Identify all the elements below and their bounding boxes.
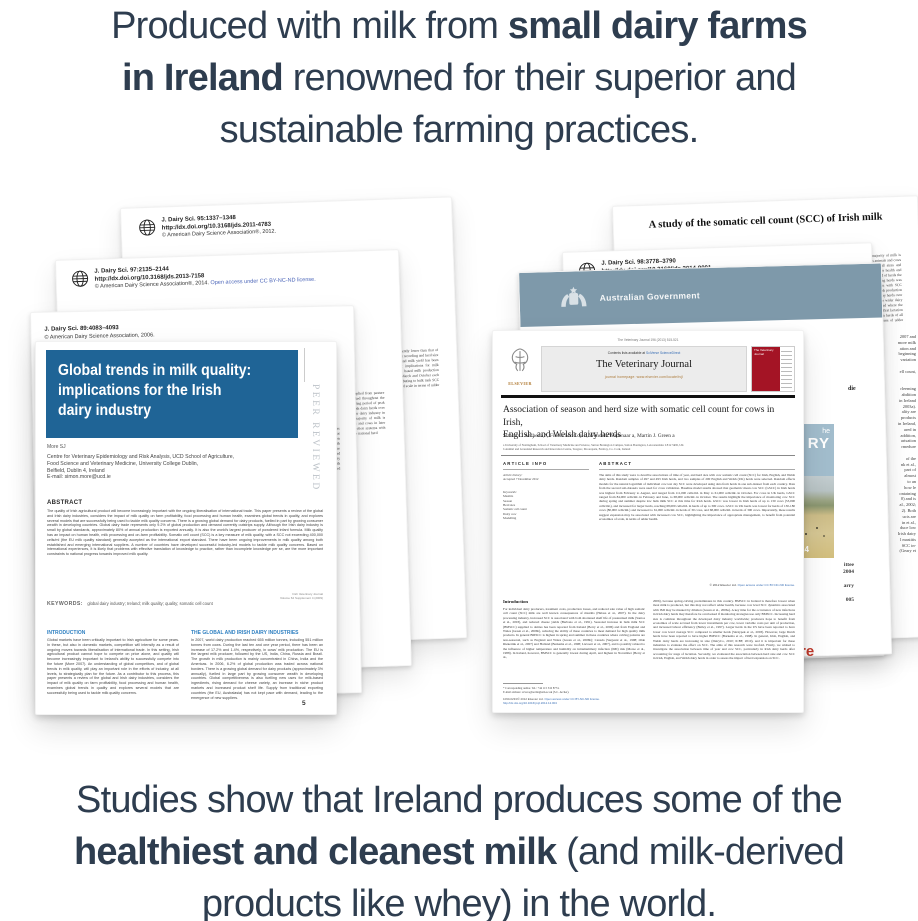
aus-gov-label: Australian Government — [599, 290, 701, 303]
margin-rule — [304, 348, 305, 382]
abstract-text: The quality of Irish agricultural produc… — [47, 509, 323, 557]
footnote-line: E-mail address: svxsca@nottingham.ac.uk … — [503, 690, 570, 694]
adsa-globe-icon — [139, 219, 156, 236]
column-rule — [503, 469, 589, 470]
vet-intro-heading: Introduction — [503, 599, 528, 604]
section-rule — [501, 455, 795, 456]
vet-paper-title: Association of season and herd size with… — [503, 405, 775, 440]
article-info-column: ARTICLE INFO Article history: Accepted 7… — [503, 461, 589, 521]
cover-word-fragment: RY — [807, 435, 830, 452]
veterinary-journal-paper: The Veterinary Journal 196 (2013) 515-52… — [492, 330, 804, 713]
homepage-line: journal homepage: www.elsevier.com/locat… — [604, 375, 684, 379]
footnote-block: * Corresponding author. Tel.: +44 115 51… — [503, 683, 645, 694]
jds-2014-header: J. Dairy Sci. 97:2135–2144 http://dx.doi… — [70, 262, 316, 292]
vet-intro-column1: Introduction For individual dairy produc… — [503, 599, 645, 679]
keyword-item: Dairy cow — [503, 511, 517, 516]
background-paper-text-fragments: 2007 and more milk ation and beginning v… — [897, 334, 916, 554]
keyword-item: Herd size — [503, 503, 516, 508]
journal-reference: Irish Veterinary Journal Volume 62 Suppl… — [279, 592, 323, 600]
paper-title-line: dairy industry — [58, 402, 152, 419]
sciverse-link: SciVerse ScienceDirect — [646, 351, 681, 355]
jds-2006-header: J. Dairy Sci. 89:4083–4093 © American Da… — [44, 324, 154, 341]
paper-title-line: Global trends in milk quality: — [58, 362, 252, 379]
heading-fragment: die — [848, 386, 856, 392]
footnote-rule — [503, 683, 543, 684]
paper-title-box: Global trends in milk quality: implicati… — [46, 350, 298, 438]
global-industries-text: In 2007, world dairy production reached … — [191, 638, 323, 700]
keyword-item: Mastitis — [503, 494, 514, 499]
article-info-heading: ARTICLE INFO — [503, 461, 548, 466]
top-headline-line2: in Ireland renowned for their superior a… — [122, 57, 797, 99]
keyword-item: Season — [503, 498, 513, 503]
two-column-section: INTRODUCTION Global markets have been cr… — [47, 630, 323, 700]
copyright-line: © 2012 Elsevier Ltd. Open access under C… — [709, 583, 795, 587]
contents-line: Contents lists available at SciVerse Sci… — [607, 351, 681, 355]
global-industries-heading: THE GLOBAL AND IRISH DAIRY INDUSTRIES — [191, 630, 299, 636]
vet-paper-authors: Simon C. Archer a,*, Finola Mc Coy b, We… — [503, 433, 675, 439]
column-rule — [599, 469, 795, 470]
elsevier-tree-icon — [511, 348, 529, 372]
keywords-heading: KEYWORDS: — [47, 601, 83, 607]
keywords-label: Keywords: — [503, 489, 517, 494]
doi-link: http://dx.doi.org/10.1016/j.tvjl.2012.12… — [503, 701, 557, 705]
scc-study-title: A study of the somatic cell count (SCC) … — [648, 211, 883, 231]
keyword-item: Modelling — [503, 516, 517, 521]
peer-reviewed-label: PEER REVIEWED — [310, 384, 320, 492]
elsevier-label: ELSEVIER — [508, 381, 532, 386]
journal-cover-thumbnail: The Veterinary Journal — [751, 346, 795, 392]
journal-cover-red-panel: The Veterinary Journal — [752, 347, 780, 391]
footnote-line: * Corresponding author. Tel.: +44 115 51… — [503, 686, 560, 690]
vet-abstract-text: The aims of this study were to describe … — [599, 473, 795, 522]
jds-2012-header: J. Dairy Sci. 95:1337–1348 http://dx.doi… — [137, 214, 276, 241]
bottom-headline: Studies show that Ireland produces some … — [0, 774, 918, 921]
paper-title-line: implications for the Irish — [58, 382, 222, 399]
introduction-column: INTRODUCTION Global markets have been cr… — [47, 630, 179, 700]
sciencedirect-header-box: Contents lists available at SciVerse Sci… — [541, 346, 747, 392]
paper-affiliation: Centre for Veterinary Epidemiology and R… — [47, 454, 235, 481]
bottom-headline-line3: products like whey) in the world. — [201, 883, 717, 921]
cover-word-fragment: he — [822, 428, 830, 435]
introduction-heading: INTRODUCTION — [47, 630, 86, 636]
abstract-column: ABSTRACT The aims of this study were to … — [599, 461, 795, 587]
abstract-heading: ABSTRACT — [47, 500, 83, 506]
top-headline-line1: Produced with milk from small dairy farm… — [111, 5, 808, 47]
paper-author: More SJ — [47, 444, 66, 450]
cover-page-number: 24 — [800, 545, 809, 554]
issn-license-link: Open access under CC BY-NC-ND license. — [544, 697, 600, 701]
page-number: 5 — [302, 700, 306, 707]
top-headline-line3: sustainable farming practices. — [219, 109, 699, 151]
bottom-headline-line1: Studies show that Ireland produces some … — [76, 779, 843, 821]
journal-citation-line: The Veterinary Journal 196 (2013) 515-52… — [617, 338, 679, 342]
lower-paper-text-fragments: ittee 2004 arry 005 — [843, 562, 854, 603]
vet-intro-column2: 2006), because spring-calving predominat… — [653, 599, 795, 661]
keywords-text: global dairy industry; Ireland; milk qua… — [87, 601, 213, 606]
issn-block: 1090-0233/© 2012 Elsevier Ltd. Open acce… — [503, 697, 600, 705]
abstract-heading: ABSTRACT — [599, 461, 633, 466]
global-industries-column: THE GLOBAL AND IRISH DAIRY INDUSTRIES In… — [191, 630, 323, 700]
australian-government-report-cover: Australian Government — [518, 262, 893, 664]
keyword-item: Somatic cell count — [503, 507, 527, 512]
australian-coat-of-arms-icon — [561, 286, 587, 307]
journal-cover-title: The Veterinary Journal — [754, 348, 774, 356]
journal-paper-jds-2014: J. Dairy Sci. 97:2135–2144 http://dx.doi… — [55, 249, 412, 677]
keywords-row: KEYWORDS: global dairy industry; Ireland… — [47, 592, 323, 610]
accepted-line: Accepted 7 December 2012 — [503, 477, 539, 482]
issn-line: 1090-0233/© 2012 Elsevier Ltd. Open acce… — [503, 697, 600, 701]
introduction-text: Global markets have been critically impo… — [47, 638, 179, 695]
article-history-label: Article history: — [503, 473, 523, 477]
adsa-globe-icon — [72, 270, 89, 287]
aus-gov-header-bar: Australian Government — [519, 263, 883, 327]
vet-paper-affiliations: a University of Nottingham, School of Ve… — [503, 443, 684, 452]
open-access-link: Open access under CC BY-NC-ND license. — [737, 583, 795, 587]
elsevier-logo: ELSEVIER — [501, 346, 539, 392]
journal-name: The Veterinary Journal — [595, 359, 693, 370]
top-headline: Produced with milk from small dairy farm… — [0, 0, 918, 156]
irish-vet-journal-paper: Global trends in milk quality: implicati… — [35, 341, 337, 715]
header-rule — [501, 395, 795, 398]
journal-paper-jds-2012: J. Dairy Sci. 95:1337–1348 http://dx.doi… — [120, 196, 468, 650]
bottom-headline-line2: healthiest and cleanest milk (and milk-d… — [74, 831, 845, 873]
journal-cover-text-lines — [781, 351, 792, 389]
vet-intro-text: For individual dairy producers, treatmen… — [503, 607, 645, 660]
